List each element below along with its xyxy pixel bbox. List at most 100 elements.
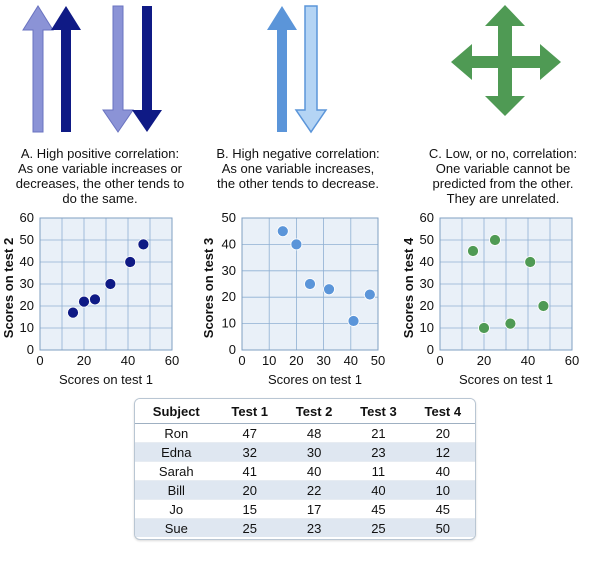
y-axis-label: Scores on test 4: [401, 237, 416, 338]
table-row: Jo 15 17 45 45: [135, 499, 475, 519]
y-tick-label: 0: [27, 342, 34, 357]
x-axis-label: Scores on test 1: [268, 372, 362, 387]
caption-line: As one variable increases,: [221, 161, 375, 176]
table-cell: 11: [371, 463, 386, 479]
plot-border: [241, 217, 379, 351]
y-tick-label: 30: [20, 276, 34, 291]
y-tick-label: 20: [20, 298, 34, 313]
table-cell: 45: [435, 501, 451, 517]
y-tick-label: 50: [20, 232, 34, 247]
arrow-icons: [22, 5, 561, 134]
table-cell: 25: [346, 518, 411, 537]
scatter-chart-c: 0 20 40 60 60 50 40 30 20 10 0 Scores on test 1 Scor…: [401, 210, 579, 387]
plot-border: [39, 217, 173, 351]
x-axis-label: Scores on test 1: [459, 372, 553, 387]
y-axis-label: Scores on test 3: [201, 238, 216, 338]
data-point: [537, 300, 550, 312]
table-cell: 50: [410, 518, 475, 537]
y-tick-label: 20: [222, 289, 236, 304]
table-cell: 47: [242, 425, 257, 441]
table-row: Sue 25 23 25 50: [135, 518, 475, 537]
data-point: [78, 295, 90, 308]
x-axis-label: Scores on test 1: [59, 372, 153, 387]
x-tick-label: 10: [262, 353, 276, 368]
y-tick-label: 50: [420, 232, 434, 247]
data-point: [347, 315, 360, 327]
caption-line: the other tends to decrease.: [217, 176, 379, 191]
table-row: Sarah 41 40 11 40: [135, 461, 475, 481]
table-cell: 23: [346, 442, 411, 462]
y-tick-label: 0: [229, 342, 236, 357]
table-cell: 40: [306, 463, 322, 479]
x-tick-label: 20: [77, 353, 91, 368]
table-cell: 15: [242, 501, 257, 517]
scores-table: Subject Test 1 Test 2 Test 3 Test 4 Ron …: [134, 398, 476, 540]
table-cell: 17: [306, 501, 322, 517]
x-tick-label: 60: [165, 353, 179, 368]
x-tick-label: 50: [371, 353, 385, 368]
data-point: [304, 278, 316, 290]
column-header: Test 4: [410, 399, 475, 424]
table-cell: 12: [410, 442, 475, 462]
caption-line: predicted from the other.: [432, 176, 574, 191]
table-cell: Edna: [135, 442, 218, 462]
data-point: [290, 238, 303, 251]
data-point: [124, 256, 137, 268]
table-cell: 10: [410, 480, 475, 500]
table-cell: 30: [281, 442, 347, 462]
y-tick-label: 30: [420, 276, 434, 291]
data-point: [104, 278, 117, 290]
table-cell: Ron: [164, 425, 189, 441]
y-tick-label: 30: [222, 263, 236, 278]
y-tick-label: 40: [20, 254, 34, 269]
up-down-arrows-icon: [267, 5, 328, 134]
x-tick-label: 0: [436, 353, 443, 368]
scatter-chart-a: 0 20 40 60 60 50 40 30 20 10 0 Scores on test 1 Scor…: [1, 210, 179, 387]
data-point: [504, 317, 517, 330]
y-tick-label: 10: [222, 316, 236, 331]
table-cell: 48: [306, 425, 322, 441]
caption-line: do the same.: [62, 191, 138, 206]
column-header: Test 1: [217, 399, 282, 424]
table-cell: Sarah: [158, 463, 194, 479]
data-point: [363, 288, 376, 301]
x-tick-label: 30: [316, 353, 330, 368]
table-row: Edna 32 30 23 12: [135, 442, 475, 462]
caption-b: B. High negative correlation: As one var…: [198, 146, 398, 191]
x-tick-label: 40: [344, 353, 358, 368]
table-cell: 22: [281, 480, 347, 500]
x-tick-label: 0: [238, 353, 245, 368]
caption-line: One variable cannot be: [435, 161, 571, 176]
table-cell: 20: [435, 425, 451, 441]
data-point: [524, 256, 537, 268]
data-point: [89, 293, 101, 306]
y-tick-label: 20: [420, 298, 434, 313]
caption-a: A. High positive correlation: As one var…: [0, 146, 200, 206]
y-tick-label: 50: [222, 210, 236, 225]
caption-line: B. High negative correlation:: [216, 146, 380, 161]
y-tick-label: 40: [420, 254, 434, 269]
y-tick-label: 60: [20, 210, 34, 225]
scatter-chart-b: 0 10 20 30 40 50 50 40 30 20 10 0 Scores on test 1 Sc…: [201, 210, 385, 387]
x-tick-label: 40: [121, 353, 135, 368]
data-point: [467, 245, 479, 257]
data-point: [137, 238, 150, 251]
table-cell: 40: [346, 480, 411, 500]
table-cell: Jo: [169, 501, 184, 517]
data-point: [478, 322, 490, 334]
table-cell: 40: [435, 463, 451, 479]
x-tick-label: 40: [521, 353, 535, 368]
table-header-row: Subject Test 1 Test 2 Test 3 Test 4: [135, 399, 475, 424]
table-cell: 32: [217, 442, 282, 462]
caption-line: A. High positive correlation:: [20, 146, 180, 161]
data-point: [489, 234, 501, 246]
data-point: [67, 306, 79, 319]
table-row: Bill 20 22 40 10: [135, 480, 475, 500]
x-tick-label: 20: [289, 353, 303, 368]
table-cell: 45: [371, 501, 386, 517]
x-tick-label: 60: [565, 353, 579, 368]
x-tick-label: 0: [36, 353, 43, 368]
y-tick-label: 60: [420, 210, 434, 225]
y-tick-label: 10: [420, 320, 434, 335]
plot-border: [439, 217, 573, 351]
